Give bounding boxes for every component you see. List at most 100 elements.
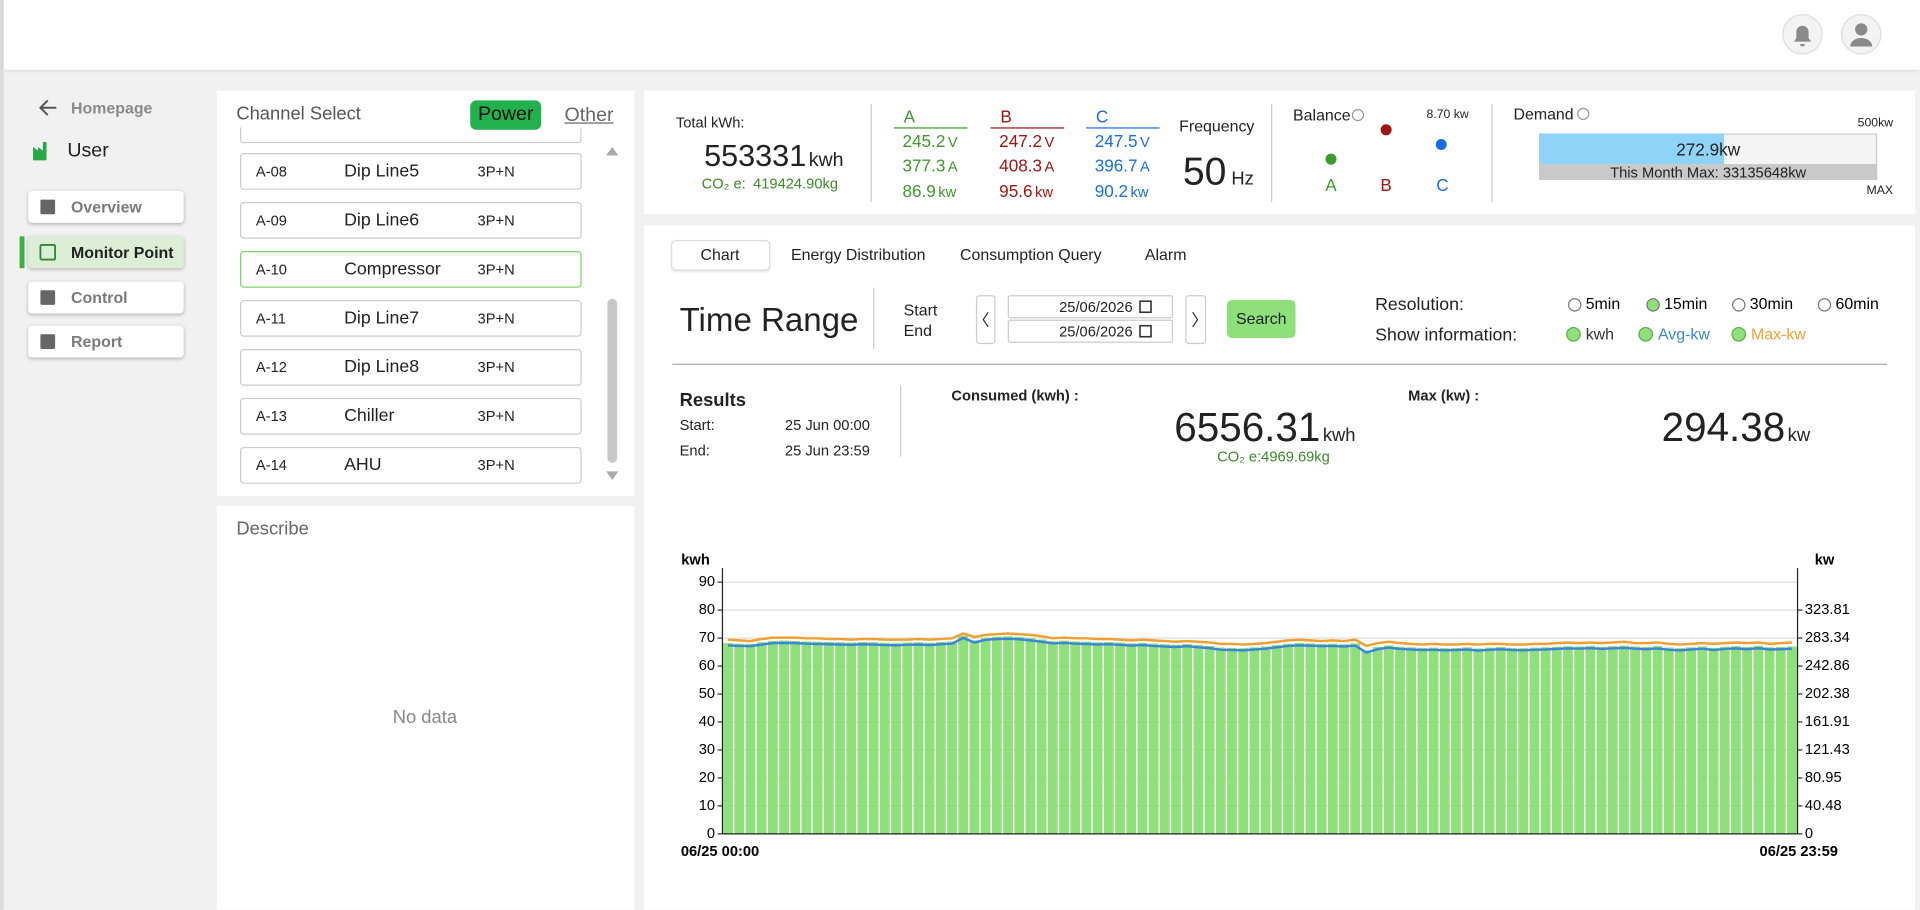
nav-label[interactable]: Control bbox=[71, 288, 128, 307]
tab-label[interactable]: Power bbox=[477, 104, 534, 125]
co2-label: CO₂ e: bbox=[701, 175, 746, 193]
phase-reading: 408.3 A bbox=[999, 156, 1054, 178]
consumed-unit: kwh bbox=[1322, 424, 1356, 446]
channel-code[interactable]: A-09 bbox=[255, 211, 287, 229]
nav-label[interactable]: Overview bbox=[71, 197, 142, 217]
phase-underline bbox=[893, 127, 968, 129]
demand-max: 500 bbox=[1857, 116, 1879, 131]
end-label: End: bbox=[679, 442, 710, 460]
channel-name[interactable]: Dip Line7 bbox=[344, 308, 420, 329]
tab-label[interactable]: Chart bbox=[700, 245, 740, 264]
balance-label: Balance bbox=[1293, 105, 1351, 125]
max-value: 294.38 bbox=[1661, 404, 1786, 450]
total-unit: kwh bbox=[808, 150, 844, 171]
results-title: Results bbox=[679, 390, 746, 411]
month-max: This Month Max: 33135648kw bbox=[1610, 164, 1807, 182]
channel-name[interactable]: Dip Line5 bbox=[344, 161, 420, 182]
date-value[interactable]: 25/06/2026 bbox=[1059, 323, 1133, 341]
channel-row[interactable] bbox=[240, 397, 582, 435]
channel-code[interactable]: A-10 bbox=[255, 260, 287, 278]
phase-reading: 247.5 V bbox=[1095, 131, 1150, 153]
header bbox=[3, 0, 1920, 70]
consumed-value: 6556.31 bbox=[1174, 404, 1321, 450]
channel-code[interactable]: A-14 bbox=[255, 456, 287, 474]
total-label: Total kWh: bbox=[675, 113, 745, 132]
prev-button[interactable] bbox=[975, 295, 996, 345]
balance-phase: A bbox=[1325, 175, 1337, 195]
next-button[interactable] bbox=[1185, 295, 1207, 345]
resolution-label: Resolution: bbox=[1375, 295, 1464, 315]
tab-button[interactable] bbox=[470, 100, 542, 130]
phase-value: 245.2 bbox=[902, 131, 946, 151]
channel-phase[interactable]: 3P+N bbox=[477, 260, 515, 278]
end-value: 25 Jun 23:59 bbox=[784, 442, 870, 460]
channel-phase[interactable]: 3P+N bbox=[477, 211, 515, 229]
phase-reading: 95.6 kw bbox=[999, 181, 1053, 203]
date-input[interactable] bbox=[1007, 295, 1174, 319]
divider bbox=[1271, 104, 1273, 203]
channel-phase[interactable]: 3P+N bbox=[477, 456, 515, 474]
channel-name[interactable]: Chiller bbox=[344, 406, 395, 427]
tab-label[interactable]: Other bbox=[564, 105, 614, 127]
channel-phase[interactable]: 3P+N bbox=[477, 309, 515, 327]
co2-value: 419424.90kg bbox=[753, 175, 839, 193]
channel-phase[interactable]: 3P+N bbox=[477, 407, 515, 425]
demand-label: Demand bbox=[1513, 104, 1574, 124]
consumed-label: Consumed (kwh) : bbox=[951, 386, 1079, 405]
nav-label[interactable]: Monitor Point bbox=[71, 243, 174, 262]
channel-code[interactable]: A-11 bbox=[255, 309, 286, 327]
tab-label[interactable]: Consumption Query bbox=[960, 245, 1102, 264]
section-title: Time Range bbox=[679, 301, 859, 339]
channel-name[interactable]: Dip Line8 bbox=[344, 357, 420, 378]
search-button[interactable] bbox=[1226, 300, 1296, 338]
show-label: Show information: bbox=[1375, 325, 1518, 346]
phase-value: 396.7 bbox=[1094, 155, 1138, 176]
channel-row[interactable] bbox=[240, 202, 582, 239]
phase-name: B bbox=[1000, 106, 1012, 127]
divider bbox=[900, 385, 902, 457]
back-link[interactable]: Homepage bbox=[71, 98, 153, 117]
phase-unit: kw bbox=[1035, 183, 1053, 201]
channel-row[interactable] bbox=[240, 348, 582, 386]
demand-max-unit: kw bbox=[1878, 116, 1894, 131]
channel-code[interactable]: A-08 bbox=[255, 162, 287, 181]
demand-scale: 500kw bbox=[1858, 117, 1893, 130]
scroll-thumb[interactable] bbox=[607, 298, 618, 463]
channel-row[interactable] bbox=[240, 251, 582, 288]
channel-code[interactable]: A-12 bbox=[255, 358, 287, 376]
phase-unit: V bbox=[947, 133, 958, 151]
channel-name[interactable]: Compressor bbox=[344, 259, 441, 280]
channel-phase[interactable]: 3P+N bbox=[477, 358, 515, 376]
phase-reading: 247.2 V bbox=[999, 131, 1054, 153]
phase-underline bbox=[1086, 127, 1160, 129]
balance-value: 8.70 kw bbox=[1426, 108, 1469, 122]
start-label: Start bbox=[903, 300, 938, 319]
phase-unit: A bbox=[1140, 157, 1150, 176]
phase-unit: V bbox=[1140, 133, 1150, 151]
demand-reading: 272.9kw bbox=[1676, 140, 1740, 160]
tab[interactable] bbox=[671, 240, 771, 271]
nav-label[interactable]: Report bbox=[71, 332, 123, 351]
channel-phase[interactable]: 3P+N bbox=[477, 162, 515, 181]
total: 553331 kwh bbox=[704, 139, 843, 175]
phase-underline bbox=[990, 127, 1065, 129]
tab-label[interactable]: Energy Distribution bbox=[791, 245, 926, 264]
date-input[interactable] bbox=[1007, 319, 1174, 343]
channel-name[interactable]: AHU bbox=[344, 455, 382, 476]
start-label: Start: bbox=[679, 416, 715, 434]
channel-row[interactable] bbox=[240, 153, 582, 190]
channel-code[interactable]: A-13 bbox=[255, 407, 287, 425]
phase-value: 247.2 bbox=[999, 131, 1043, 151]
phase-name: C bbox=[1095, 106, 1109, 127]
tab-label[interactable]: Alarm bbox=[1144, 245, 1187, 264]
start-value: 25 Jun 00:00 bbox=[784, 416, 870, 434]
phase-unit: kw bbox=[1130, 183, 1149, 201]
channel-name[interactable]: Dip Line6 bbox=[344, 210, 420, 231]
phase-unit: A bbox=[1044, 157, 1055, 176]
channel-row[interactable] bbox=[240, 446, 582, 484]
search-label[interactable]: Search bbox=[1235, 309, 1287, 328]
demand-fill bbox=[1539, 133, 1724, 165]
channel-row[interactable] bbox=[240, 300, 582, 337]
date-value[interactable]: 25/06/2026 bbox=[1059, 298, 1133, 316]
co2: CO₂ e: 419424.90kg bbox=[702, 175, 838, 192]
